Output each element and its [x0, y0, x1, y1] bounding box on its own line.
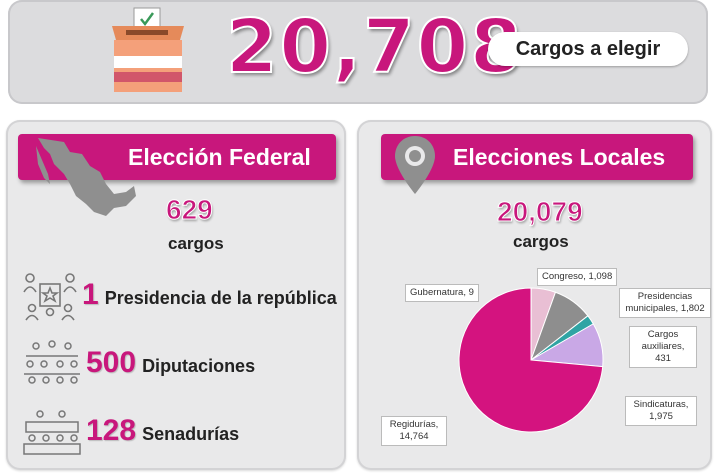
local-count: 20,079 — [497, 196, 584, 228]
pie-label-cargos-aux: Cargos auxiliares, 431 — [629, 326, 697, 368]
local-title: Elecciones Locales — [453, 143, 666, 170]
pie-label-presidencias: Presidencias municipales, 1,802 — [619, 288, 711, 318]
local-panel: Elecciones Locales 20,079 cargos Guberna… — [357, 120, 712, 470]
pie-label-regidurias: Regidurías, 14,764 — [381, 416, 447, 446]
header-panel: 20,708 Cargos a elegir — [8, 0, 708, 104]
federal-count: 629 — [166, 194, 214, 226]
total-count: 20,708 — [225, 3, 524, 91]
pie-label-sindicaturas: Sindicaturas, 1,975 — [625, 396, 697, 426]
ballot-box-icon — [112, 7, 184, 92]
pie-slice-regidur-as — [458, 287, 604, 433]
senate-row: 128 Senadurías — [86, 414, 239, 448]
senate-label: Senadurías — [142, 424, 240, 444]
total-label: Cargos a elegir — [488, 32, 688, 66]
senate-icon — [23, 410, 81, 455]
deputies-icon — [24, 340, 80, 384]
presidency-row: 1 Presidencia de la república — [82, 278, 337, 312]
deputies-label: Diputaciones — [142, 356, 256, 376]
senate-count: 128 — [86, 414, 137, 447]
deputies-row: 500 Diputaciones — [86, 346, 255, 380]
presidency-label: Presidencia de la república — [104, 288, 337, 308]
federal-count-label: cargos — [168, 234, 224, 253]
pie-label-gubernatura: Gubernatura, 9 — [405, 284, 479, 302]
presidency-count: 1 — [82, 278, 99, 311]
pie-label-congreso: Congreso, 1,098 — [537, 268, 618, 286]
local-count-label: cargos — [513, 232, 569, 251]
federal-panel: Elección Federal 629 cargos 1 Presidenci… — [6, 120, 346, 470]
mexico-map-icon — [36, 138, 136, 216]
pie-chart — [458, 287, 604, 433]
location-pin-icon — [395, 136, 435, 194]
deputies-count: 500 — [86, 346, 137, 379]
presidency-icon — [23, 273, 77, 321]
federal-title: Elección Federal — [128, 143, 311, 170]
